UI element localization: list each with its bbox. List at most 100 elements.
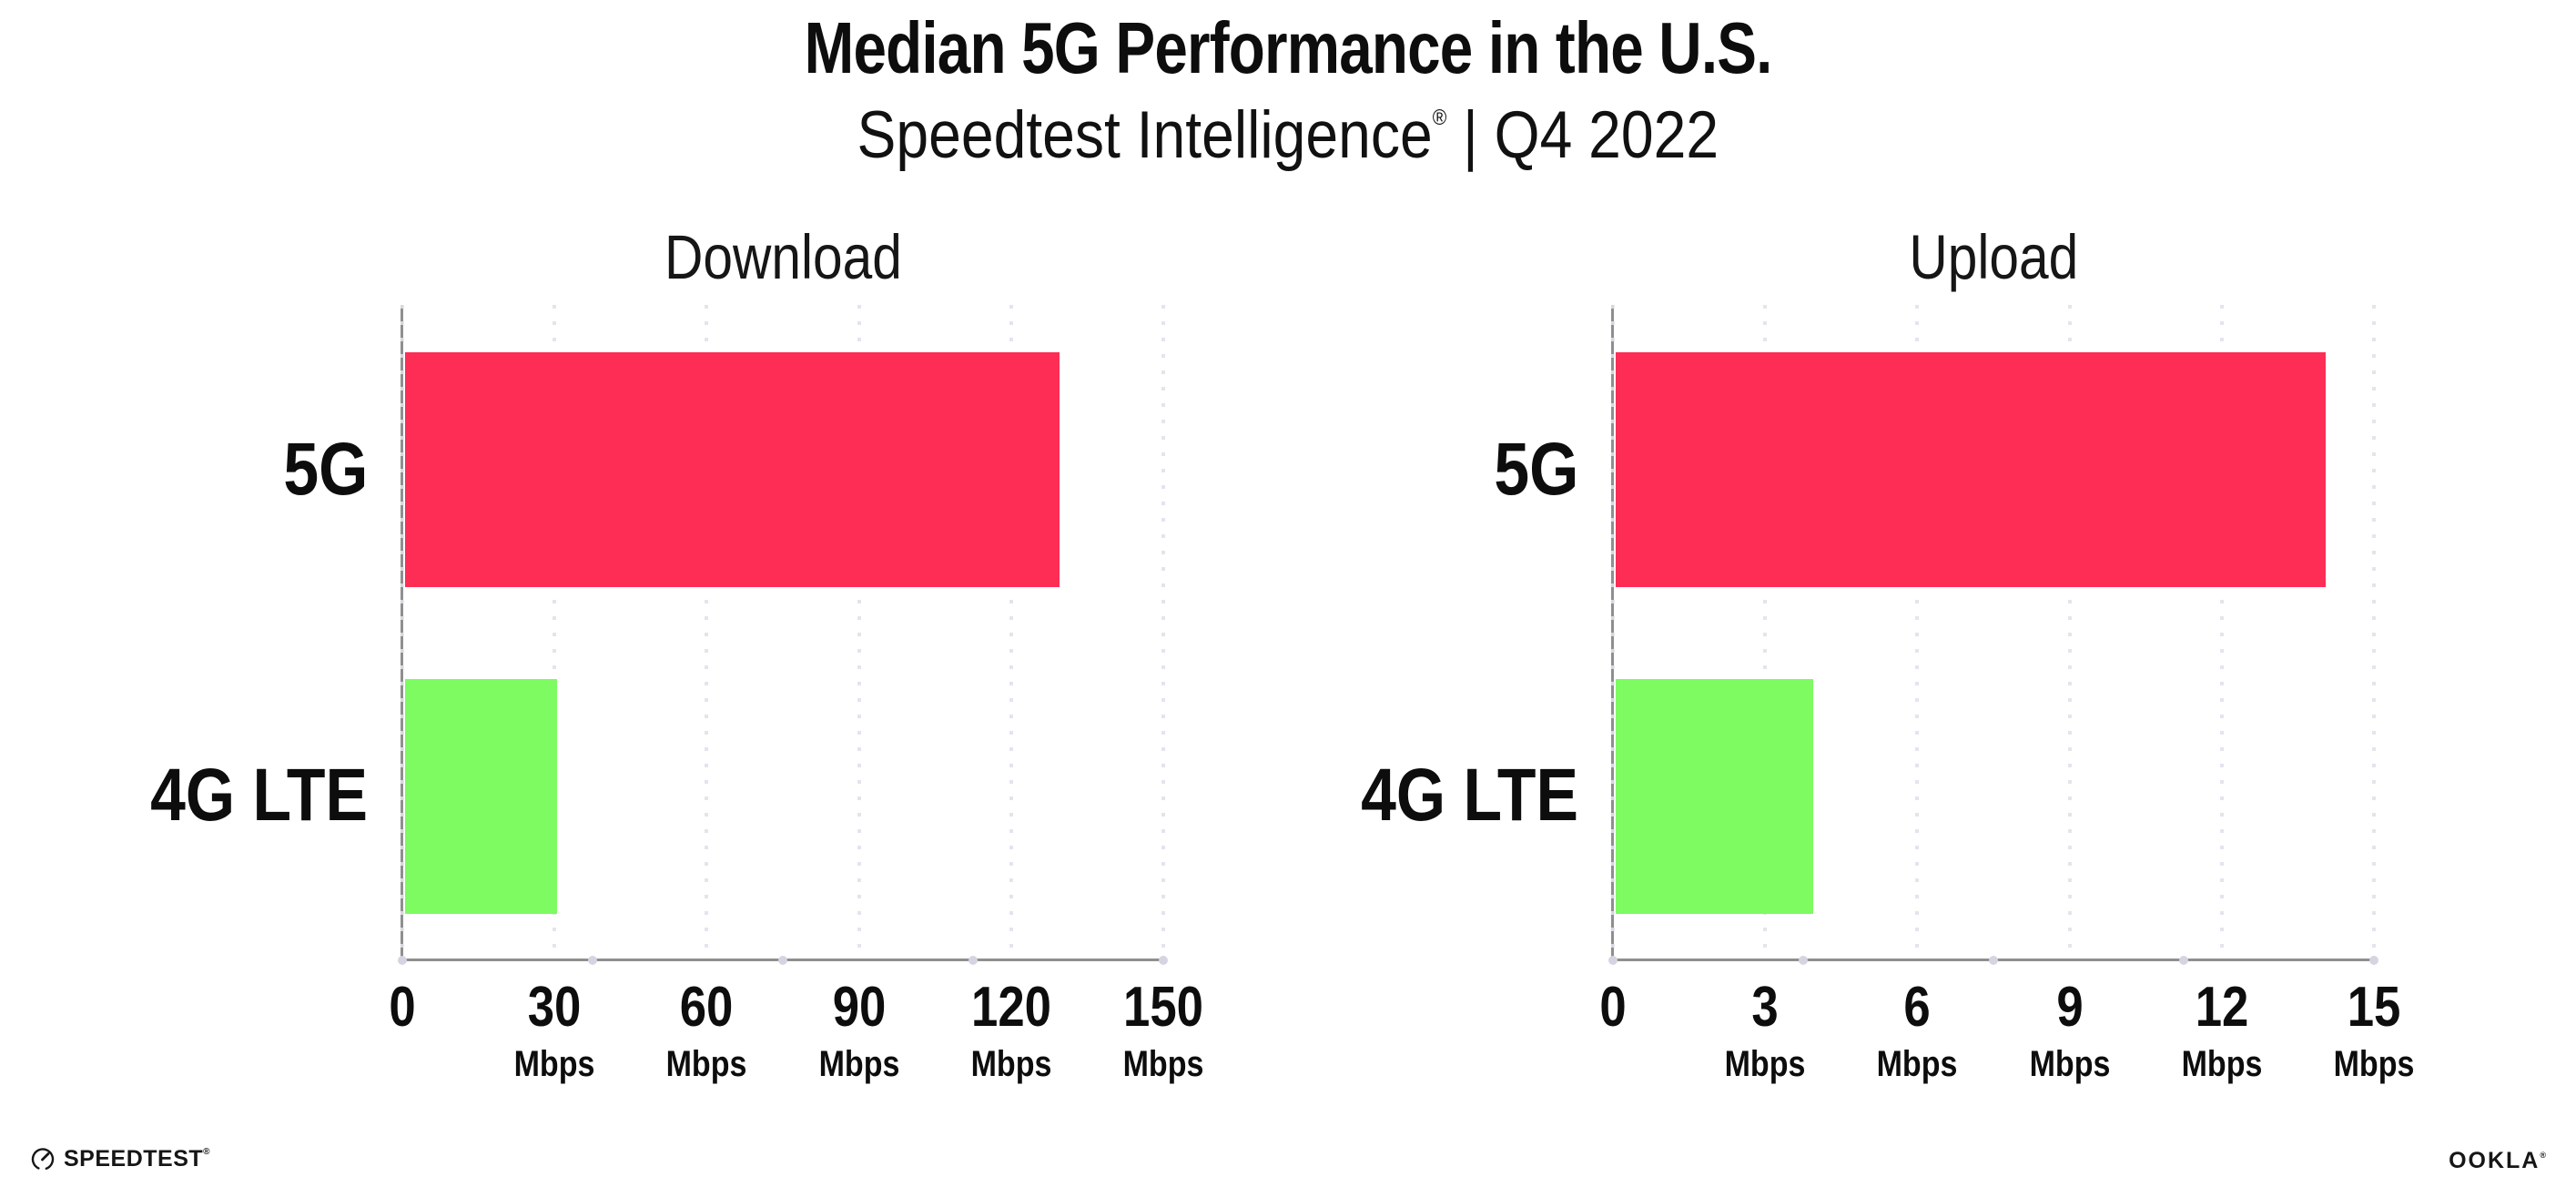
x-tick-unit-3: Mbps [1718, 1046, 1812, 1082]
gridline-12 [2219, 305, 2224, 959]
ookla-label: OOKLA [2449, 1148, 2541, 1173]
x-tick-unit-text: Mbps [1877, 1044, 1958, 1084]
x-tick-label-90: 90 [827, 979, 890, 1036]
x-tick-unit-120: Mbps [964, 1046, 1059, 1082]
gridline-0 [1611, 305, 1615, 959]
x-tick-label-120: 120 [964, 979, 1058, 1036]
gridline-120 [1009, 305, 1013, 959]
x-tick-value: 9 [2055, 976, 2084, 1039]
gridline-15 [2372, 305, 2376, 959]
category-label-4g-lte: 4G LTE [1323, 758, 1578, 833]
category-label-5g: 5G [269, 432, 368, 507]
gridline-9 [2067, 305, 2072, 959]
category-label-text: 5G [283, 428, 368, 511]
bar-4g-lte-upload [1616, 679, 1814, 914]
x-tick-label-6: 6 [1902, 979, 1932, 1036]
subtitle-brand: Speedtest Intelligence [857, 98, 1433, 172]
category-label-text: 5G [1494, 428, 1578, 511]
x-tick-unit-text: Mbps [970, 1044, 1052, 1084]
upload-plot-area: 5G 4G LTE 0 3 Mbps 6 Mbps 9 Mbps 12 Mbps 15 Mbps [1361, 305, 2414, 1082]
bar-5g-download [405, 352, 1060, 587]
registered-trademark-icon: ® [1432, 106, 1447, 130]
gridline-90 [857, 305, 861, 959]
x-tick-unit-text: Mbps [2333, 1044, 2415, 1084]
speedtest-logo: SPEEDTEST® [30, 1145, 210, 1172]
category-label-text: 4G LTE [150, 754, 368, 837]
axis-tick-dot-0 [1608, 955, 1618, 965]
category-label-text: 4G LTE [1361, 754, 1578, 837]
x-tick-label-0: 0 [387, 979, 418, 1036]
upload-chart: Upload 5G 4G LTE 0 3 Mbps 6 Mbps 9 Mbps 12 Mbps 15… [1361, 226, 2414, 1082]
ookla-trademark-icon: ® [2540, 1151, 2546, 1160]
axis-tick-dot-3 [2179, 955, 2188, 965]
page-subtitle: Speedtest Intelligence® | Q4 2022 [0, 102, 2576, 168]
x-tick-label-0: 0 [1597, 979, 1628, 1036]
x-tick-value: 15 [2347, 976, 2401, 1039]
subtitle-period: | Q4 2022 [1446, 98, 1719, 172]
category-label-5g: 5G [1479, 432, 1578, 507]
x-tick-label-3: 3 [1749, 979, 1780, 1036]
gridline-6 [1915, 305, 1920, 959]
x-tick-unit-30: Mbps [507, 1046, 602, 1082]
x-tick-value: 60 [680, 976, 734, 1039]
axis-tick-dot-4 [1159, 955, 1168, 965]
download-chart-title-text: Download [664, 222, 902, 292]
gridline-30 [553, 305, 557, 959]
axis-tick-dot-2 [778, 955, 787, 965]
x-tick-value: 30 [527, 976, 582, 1039]
speedtest-gauge-icon [31, 1148, 55, 1171]
page-title-text: Median 5G Performance in the U.S. [804, 7, 1773, 88]
x-tick-unit-text: Mbps [2181, 1044, 2263, 1084]
x-tick-unit-text: Mbps [818, 1044, 899, 1084]
x-tick-unit-12: Mbps [2175, 1046, 2269, 1082]
gridline-150 [1161, 305, 1165, 959]
category-label-4g-lte: 4G LTE [112, 758, 368, 833]
upload-chart-title-text: Upload [1909, 222, 2078, 292]
axis-tick-dot-1 [588, 955, 597, 965]
x-tick-unit-6: Mbps [1870, 1046, 1964, 1082]
x-tick-unit-90: Mbps [811, 1046, 906, 1082]
x-tick-unit-150: Mbps [1116, 1046, 1211, 1082]
x-tick-unit-60: Mbps [659, 1046, 754, 1082]
x-tick-unit-9: Mbps [2022, 1046, 2116, 1082]
upload-chart-title: Upload [1613, 226, 2374, 289]
download-plot-area: 5G 4G LTE 0 30 Mbps 60 Mbps 90 Mbps 120 Mbps 150 Mb… [150, 305, 1203, 1082]
bar-4g-lte-download [405, 679, 558, 914]
axis-tick-dot-0 [398, 955, 407, 965]
x-tick-label-15: 15 [2343, 979, 2406, 1036]
x-tick-unit-text: Mbps [2029, 1044, 2110, 1084]
gridline-0 [401, 305, 404, 959]
page-title: Median 5G Performance in the U.S. [0, 12, 2576, 85]
x-tick-value: 120 [970, 976, 1051, 1039]
x-tick-unit-text: Mbps [1122, 1044, 1204, 1084]
x-tick-value: 6 [1903, 976, 1932, 1039]
download-chart-title: Download [402, 226, 1163, 289]
ookla-logo: OOKLA® [2449, 1148, 2546, 1174]
gridline-60 [705, 305, 709, 959]
x-tick-unit-text: Mbps [666, 1044, 747, 1084]
x-tick-label-30: 30 [523, 979, 586, 1036]
x-tick-value: 3 [1751, 976, 1779, 1039]
x-tick-unit-text: Mbps [513, 1044, 595, 1084]
axis-tick-dot-2 [1989, 955, 1998, 965]
speedtest-wordmark: SPEEDTEST® [64, 1146, 210, 1172]
x-tick-value: 0 [389, 976, 416, 1039]
x-tick-label-12: 12 [2190, 979, 2253, 1036]
axis-tick-dot-1 [1799, 955, 1808, 965]
x-tick-label-60: 60 [675, 979, 738, 1036]
speedtest-trademark-icon: ® [203, 1146, 211, 1157]
x-tick-value: 0 [1599, 976, 1627, 1039]
bar-5g-upload [1616, 352, 2327, 587]
axis-tick-dot-4 [2369, 955, 2378, 965]
gridline-3 [1763, 305, 1768, 959]
x-tick-unit-15: Mbps [2327, 1046, 2421, 1082]
download-chart: Download 5G 4G LTE 0 30 Mbps 60 Mbps 90 Mbps 120… [150, 226, 1203, 1082]
page-subtitle-text: Speedtest Intelligence® | Q4 2022 [857, 102, 1719, 168]
x-tick-value: 90 [832, 976, 886, 1039]
x-tick-value: 150 [1123, 976, 1203, 1039]
x-tick-unit-text: Mbps [1724, 1044, 1806, 1084]
x-tick-label-9: 9 [2054, 979, 2084, 1036]
axis-tick-dot-3 [969, 955, 978, 965]
x-tick-label-150: 150 [1116, 979, 1210, 1036]
speedtest-label: SPEEDTEST [64, 1145, 204, 1172]
